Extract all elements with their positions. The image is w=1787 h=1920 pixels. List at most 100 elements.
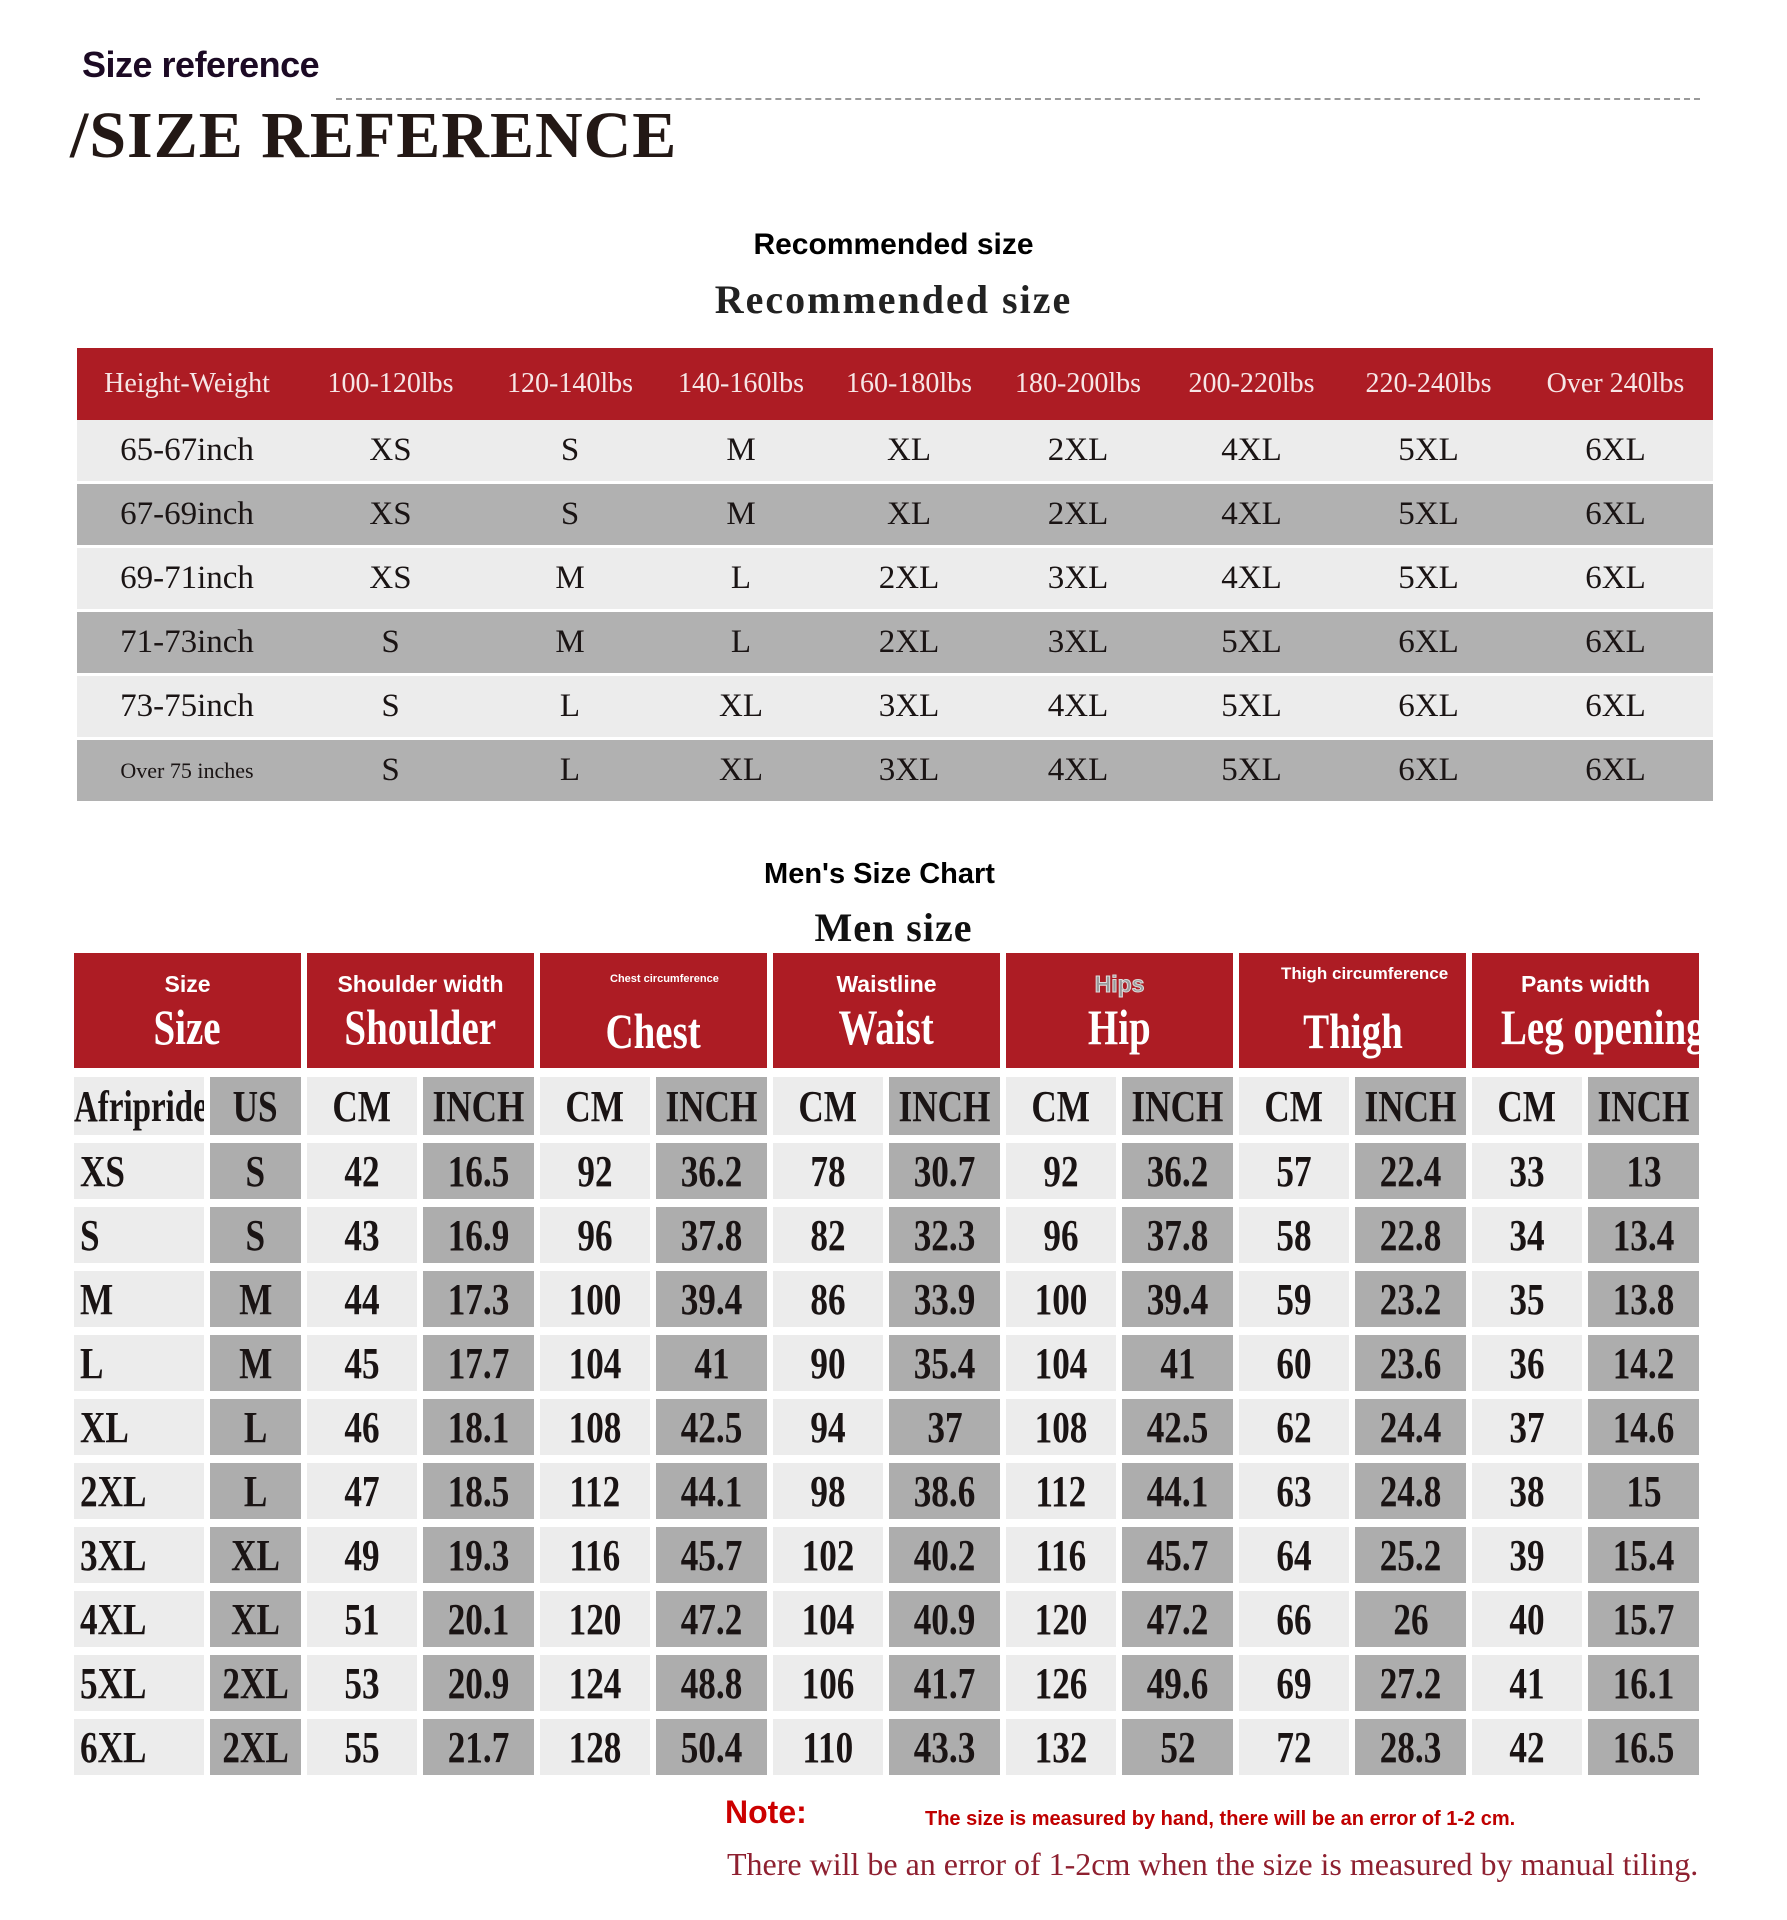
table-cell: 48.8 xyxy=(656,1655,767,1711)
unit-header: INCH xyxy=(656,1077,767,1135)
measurement-value: 120 xyxy=(1034,1594,1088,1644)
measurement-value: 14.6 xyxy=(1612,1402,1675,1452)
measurement-value: 104 xyxy=(801,1594,855,1644)
measurement-value: 82 xyxy=(810,1210,846,1260)
size-cell: L xyxy=(730,560,752,596)
table-cell: 82 xyxy=(773,1207,883,1263)
recommended-size-table: Height-Weight 100-120lbs 120-140lbs 140-160… xyxy=(77,348,1713,804)
table-cell: 46 xyxy=(307,1399,417,1455)
table-cell: 100 xyxy=(540,1271,650,1327)
measurement-value: 19.3 xyxy=(447,1530,510,1580)
column-group-title: Hip xyxy=(1088,999,1151,1055)
size-cell: S xyxy=(381,688,400,724)
table-cell: 128 xyxy=(540,1719,650,1775)
unit-header: Afripride xyxy=(74,1077,204,1135)
size-cell: S xyxy=(381,624,400,660)
size-label: 6XL xyxy=(80,1722,147,1772)
measurement-value: 23.6 xyxy=(1379,1338,1442,1388)
table-cell: 60 xyxy=(1239,1335,1349,1391)
column-header: 120-140lbs xyxy=(507,368,633,399)
measurement-value: 32.3 xyxy=(913,1210,976,1260)
measurement-value: 41.7 xyxy=(913,1658,976,1708)
table-cell: 78 xyxy=(773,1143,883,1199)
measurement-value: 42 xyxy=(344,1146,380,1196)
measurement-value: 58 xyxy=(1276,1210,1312,1260)
table-cell: 35 xyxy=(1472,1271,1582,1327)
measurement-value: 16.1 xyxy=(1612,1658,1675,1708)
size-cell: XL xyxy=(719,688,763,724)
unit-header: INCH xyxy=(1355,1077,1466,1135)
column-group-title: Thigh xyxy=(1302,1003,1403,1059)
measurement-value: 43.3 xyxy=(913,1722,976,1772)
column-group-title: Shoulder xyxy=(344,999,497,1055)
column-group-subtitle: Waistline xyxy=(836,971,937,997)
measurement-value: 41 xyxy=(1509,1658,1545,1708)
size-cell: 6XL xyxy=(1585,688,1646,724)
table-cell: 50.4 xyxy=(656,1719,767,1775)
column-group-header: Shoulder width Shoulder xyxy=(307,953,534,1068)
note-label: Note: xyxy=(725,1794,807,1830)
measurement-value: 48.8 xyxy=(680,1658,743,1708)
column-header: 180-200lbs xyxy=(1015,368,1141,399)
size-cell: 2XL xyxy=(1047,496,1109,532)
table-cell: 90 xyxy=(773,1335,883,1391)
table-cell: 47 xyxy=(307,1463,417,1519)
table-cell: 33 xyxy=(1472,1143,1582,1199)
measurement-value: 102 xyxy=(801,1530,855,1580)
measurement-value: 33.9 xyxy=(913,1274,976,1324)
table-cell: 45 xyxy=(307,1335,417,1391)
table-cell: 21.7 xyxy=(423,1719,534,1775)
measurement-value: 37 xyxy=(1509,1402,1545,1452)
table-cell: 57 xyxy=(1239,1143,1349,1199)
table-cell: 14.6 xyxy=(1588,1399,1699,1455)
column-group-subtitle: Size xyxy=(164,971,211,997)
size-label: M xyxy=(238,1274,273,1324)
column-group-title: Leg opening xyxy=(1500,999,1699,1055)
measurement-value: 35.4 xyxy=(913,1338,976,1388)
size-cell: 6XL xyxy=(1398,624,1459,660)
table-cell: 112 xyxy=(1006,1463,1116,1519)
table-cell: 104 xyxy=(540,1335,650,1391)
note-text: The size is measured by hand, there will… xyxy=(925,1808,1516,1830)
table-cell: XL xyxy=(210,1527,301,1583)
measurement-value: 42.5 xyxy=(680,1402,743,1452)
unit-header: CM xyxy=(307,1077,417,1135)
column-header: 160-180lbs xyxy=(846,368,972,399)
table-cell: 16.5 xyxy=(1588,1719,1699,1775)
column-group-subtitle: Chest circumference xyxy=(610,973,719,985)
measurement-value: 116 xyxy=(569,1530,621,1580)
table-row: 67-69inch XS S M XL 2XL 4XL 5XL 6XL xyxy=(77,484,1713,545)
size-cell: XS xyxy=(369,432,412,468)
measurement-value: 116 xyxy=(1035,1530,1087,1580)
size-label: L xyxy=(243,1466,268,1516)
measurement-value: 47 xyxy=(344,1466,380,1516)
measurement-value: 36.2 xyxy=(1146,1146,1209,1196)
measurement-value: 13.8 xyxy=(1612,1274,1675,1324)
column-header: 140-160lbs xyxy=(678,368,804,399)
measurement-value: 37 xyxy=(926,1402,963,1452)
table-cell: 18.1 xyxy=(423,1399,534,1455)
measurement-value: 108 xyxy=(1034,1402,1088,1452)
unit-header: INCH xyxy=(423,1077,534,1135)
table-cell: 49.6 xyxy=(1122,1655,1233,1711)
size-cell: M xyxy=(726,432,756,468)
size-cell: S xyxy=(560,432,580,468)
table-cell: 69 xyxy=(1239,1655,1349,1711)
table-cell: 49 xyxy=(307,1527,417,1583)
measurement-value: 22.8 xyxy=(1379,1210,1442,1260)
measurement-value: 14.2 xyxy=(1612,1338,1675,1388)
table-cell: 51 xyxy=(307,1591,417,1647)
size-cell: 3XL xyxy=(878,688,940,724)
table-cell: 63 xyxy=(1239,1463,1349,1519)
column-group-title: Waist xyxy=(838,999,935,1055)
measurement-value: 98 xyxy=(810,1466,846,1516)
table-cell: 37.8 xyxy=(656,1207,767,1263)
table-cell: 64 xyxy=(1239,1527,1349,1583)
measurement-value: 39 xyxy=(1509,1530,1545,1580)
table-cell: 23.6 xyxy=(1355,1335,1466,1391)
measurement-value: 17.7 xyxy=(447,1338,510,1388)
table-cell: 6XL xyxy=(74,1719,204,1775)
table-row: 65-67inch XS S M XL 2XL 4XL 5XL 6XL xyxy=(77,420,1713,481)
mens-size-subheading: Men size xyxy=(814,905,973,950)
size-cell: M xyxy=(555,624,585,660)
